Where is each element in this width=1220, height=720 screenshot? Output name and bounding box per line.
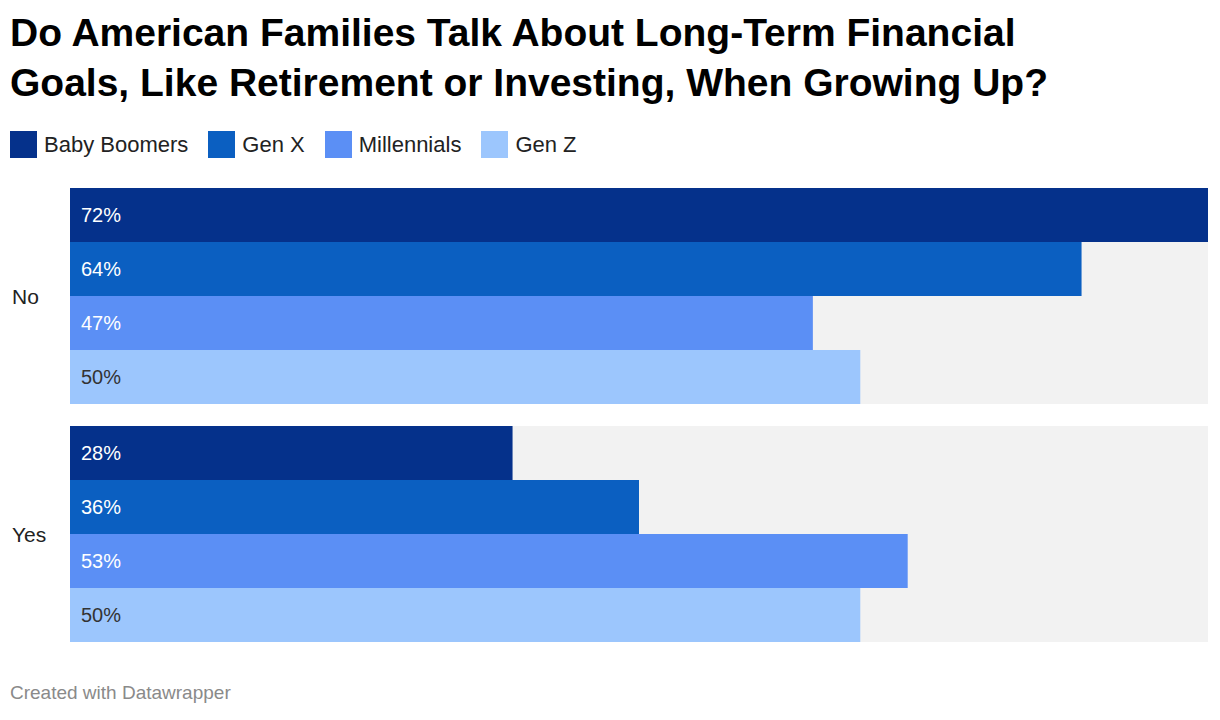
svg-text:Yes: Yes <box>12 523 46 546</box>
html-text:Do American Families Talk Abou: Do American Families Talk About Long-Ter… <box>10 11 1048 104</box>
svg-text:72%: 72% <box>81 204 121 226</box>
html-text:Gen X: Gen X <box>242 131 305 157</box>
svg-text:36%: 36% <box>81 496 121 518</box>
svg-text:47%: 47% <box>81 312 121 334</box>
html-text:Baby Boomers: Baby Boomers <box>44 131 189 157</box>
svg-text:64%: 64% <box>81 258 121 280</box>
svg-text:53%: 53% <box>81 550 121 572</box>
html-text:Created with Datawrapper: Created with Datawrapper <box>10 682 231 703</box>
svg-text:No: No <box>12 285 39 308</box>
svg-text:50%: 50% <box>81 366 121 388</box>
html-text:Gen Z: Gen Z <box>515 131 577 157</box>
svg-text:28%: 28% <box>81 442 121 464</box>
svg-text:50%: 50% <box>81 604 121 626</box>
html-text:Millennials: Millennials <box>358 131 462 157</box>
